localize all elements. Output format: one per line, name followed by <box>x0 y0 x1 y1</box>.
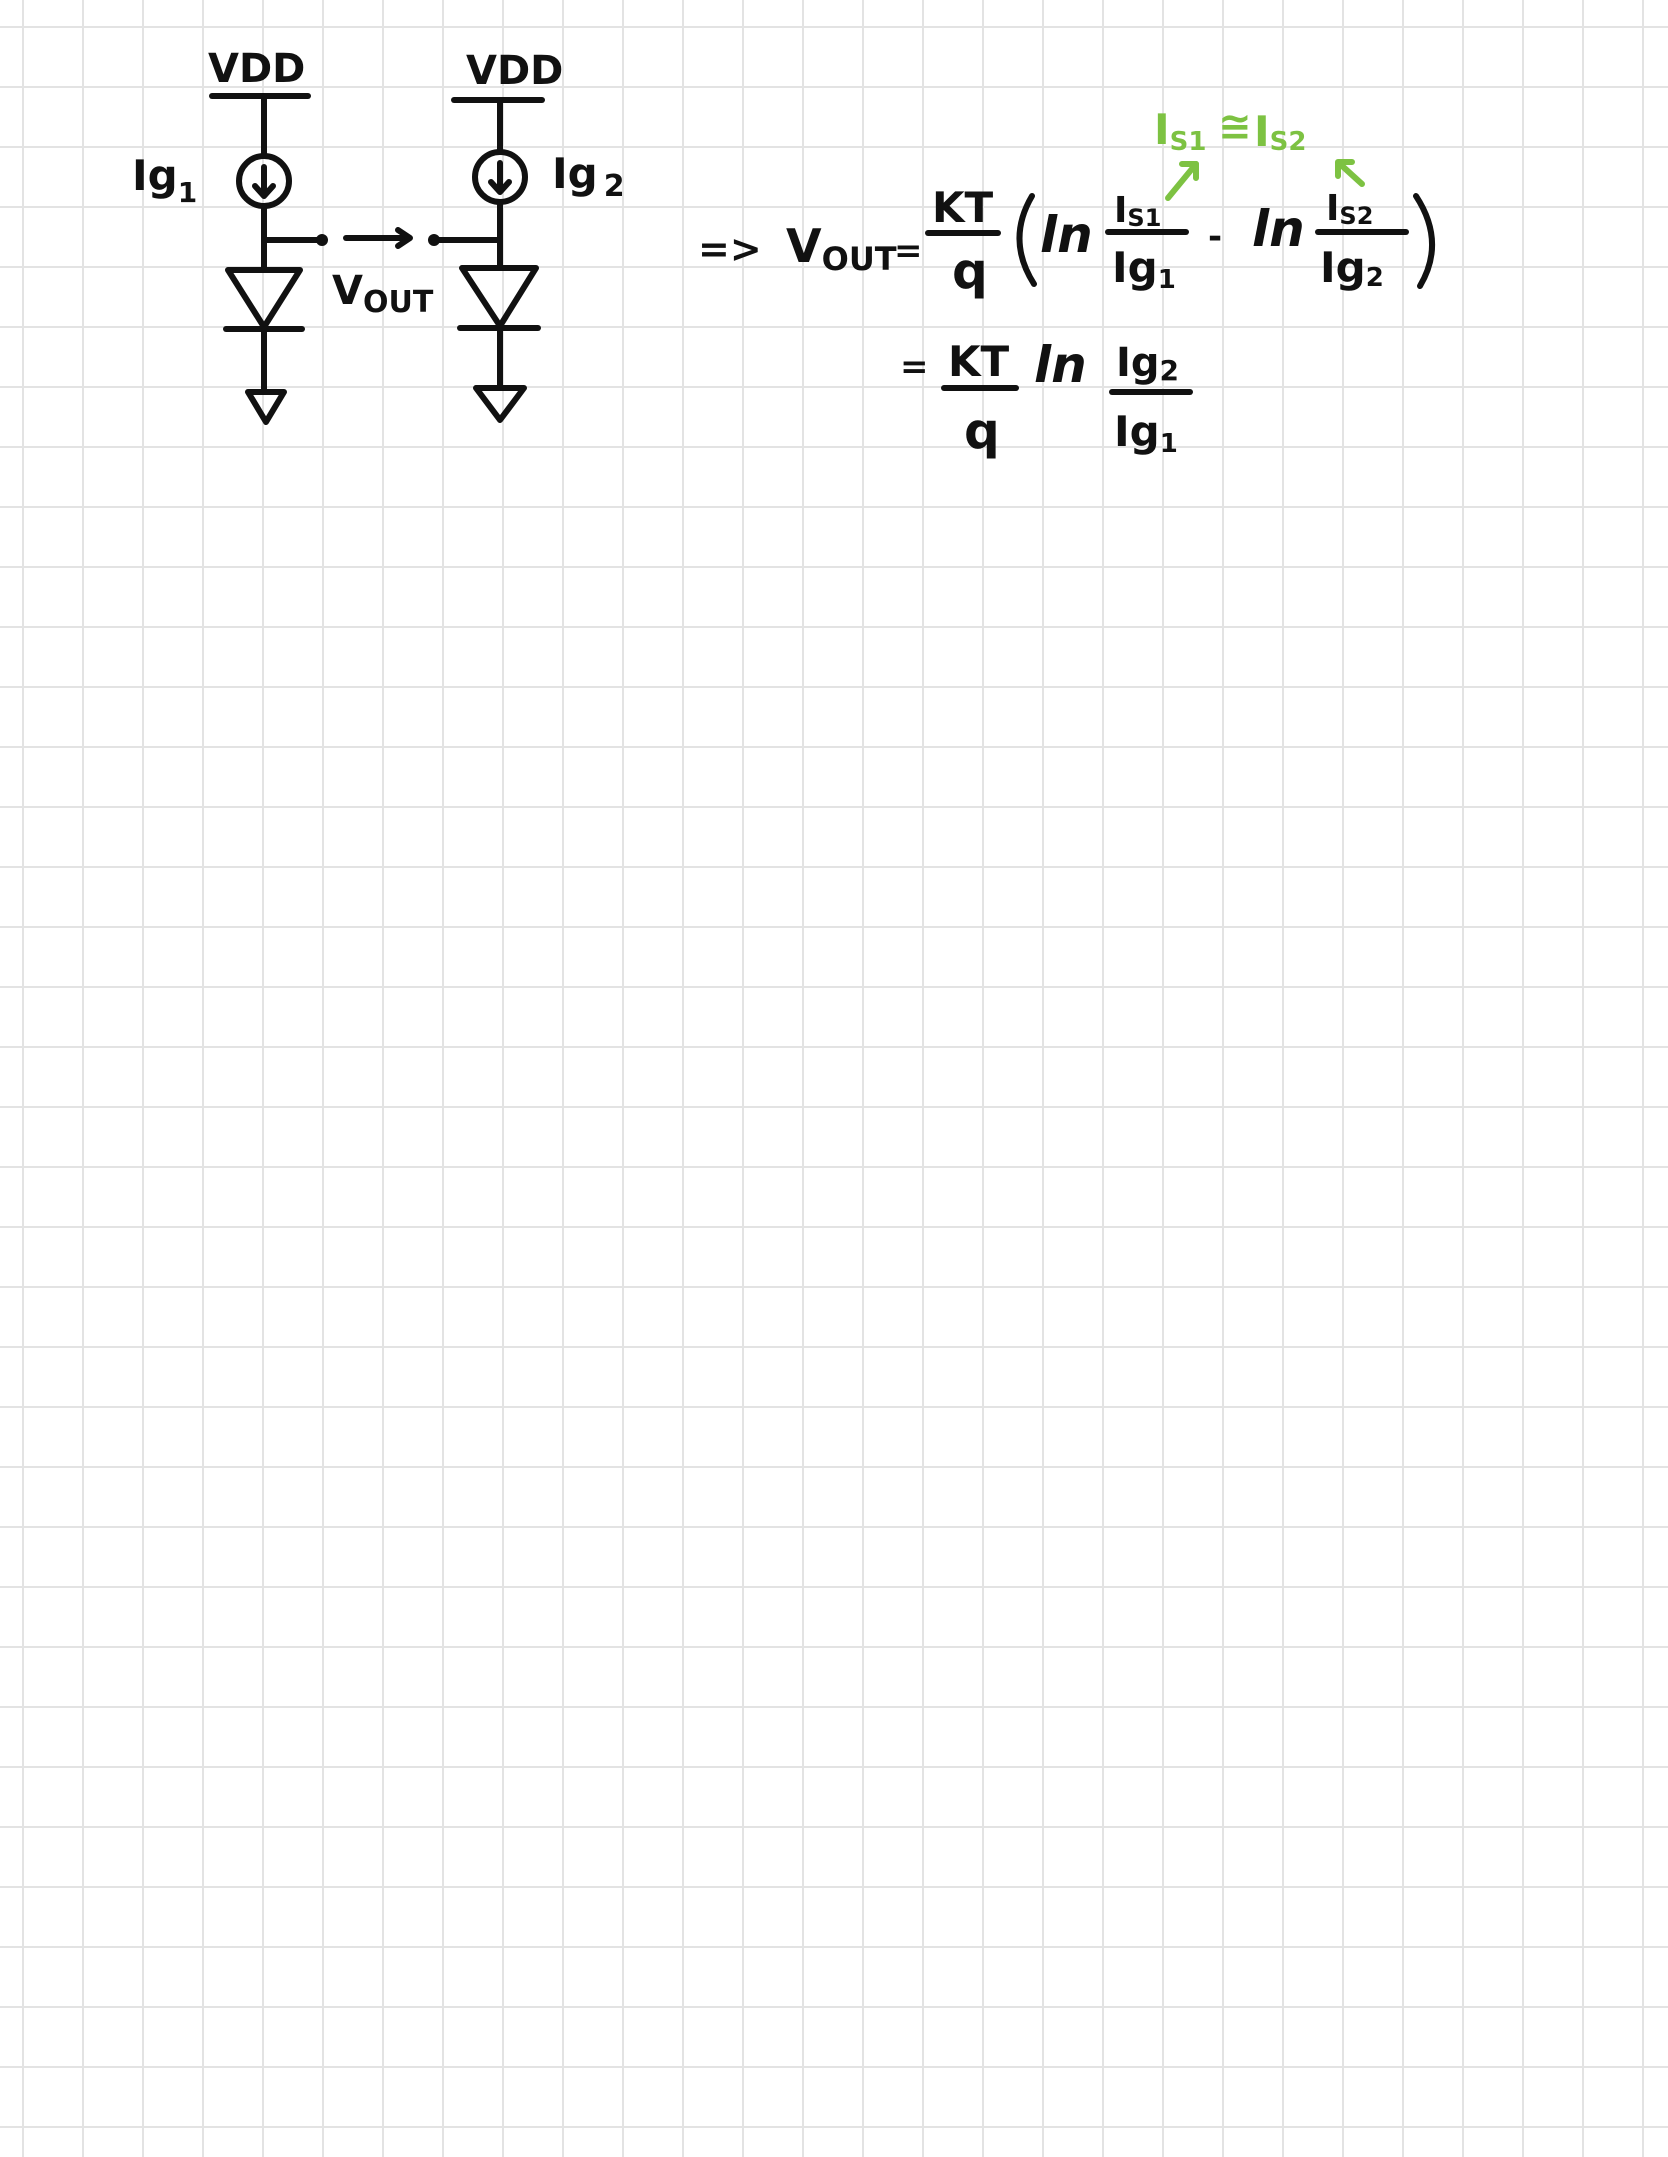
term2-denominator: Ig2 <box>1320 243 1384 293</box>
right-source-label: Ig 2 <box>552 149 625 204</box>
left-circuit: VDD Ig1 <box>132 46 328 425</box>
right-diode-icon <box>459 265 539 329</box>
left-source-label: Ig1 <box>132 151 197 209</box>
left-vdd-label: VDD <box>208 46 305 92</box>
line2-denominator: Ig1 <box>1114 407 1178 459</box>
left-diode-icon <box>225 267 303 330</box>
line2-numerator: Ig2 <box>1116 340 1179 387</box>
term1-denominator: Ig1 <box>1112 243 1176 295</box>
ln-1: ln <box>1040 206 1093 264</box>
right-vdd-label: VDD <box>466 48 563 94</box>
implies-symbol: => <box>698 227 762 271</box>
vout-arrow-head-icon <box>395 227 413 249</box>
approximation-note: IS1 ≅ IS2 <box>1154 104 1365 201</box>
equals-sign: = <box>894 231 923 271</box>
note-arrow-right-icon <box>1335 159 1365 187</box>
term2-numerator: IS2 <box>1326 188 1373 230</box>
coef-denominator: q <box>952 242 988 300</box>
equation-line-1: => VOUT = KT q ln IS1 Ig1 - ln IS2 Ig2 <box>698 183 1436 300</box>
minus-sign: - <box>1208 217 1222 257</box>
equation-line-2: = KT q ln Ig2 Ig1 <box>900 336 1193 460</box>
vout-label: VOUT <box>332 268 434 320</box>
ln-3: ln <box>1034 336 1087 394</box>
right-ground-icon <box>473 385 527 423</box>
coef2-numerator: KT <box>948 337 1010 386</box>
left-paren <box>1016 193 1037 287</box>
right-paren <box>1413 193 1436 289</box>
coef2-denominator: q <box>964 402 1000 460</box>
right-circuit: VDD Ig 2 <box>428 48 625 423</box>
note-is1: IS1 <box>1154 105 1206 157</box>
left-ground-icon <box>245 389 287 425</box>
left-output-node <box>316 234 328 246</box>
ln-2: ln <box>1252 200 1305 258</box>
term1-numerator: IS1 <box>1114 190 1161 232</box>
right-current-arrow-icon <box>488 160 512 195</box>
left-current-arrow-icon <box>252 164 276 199</box>
note-approx: ≅ <box>1218 104 1252 150</box>
note-is2: IS2 <box>1254 107 1306 157</box>
vout-connection: VOUT <box>332 227 434 320</box>
coef-numerator: KT <box>932 183 994 232</box>
note-arrow-left-icon <box>1165 161 1199 201</box>
vout-lhs: VOUT <box>786 219 897 278</box>
equals-sign-2: = <box>900 347 929 387</box>
